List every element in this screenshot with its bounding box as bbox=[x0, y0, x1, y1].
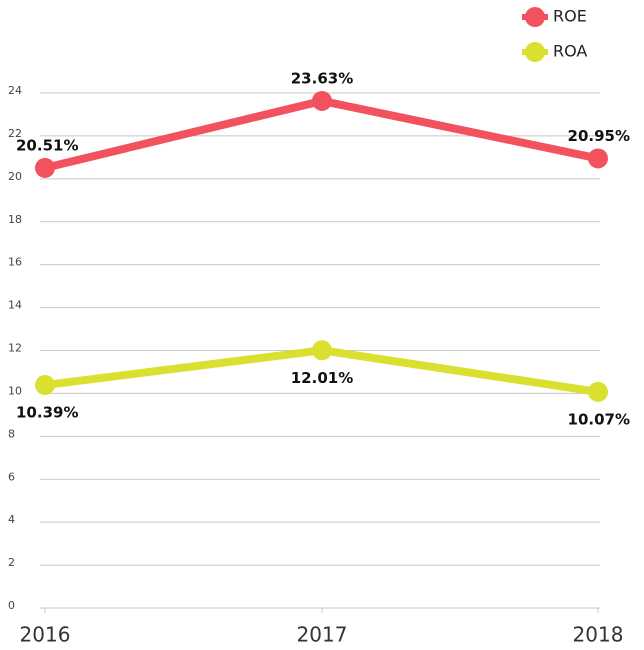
data-point bbox=[312, 340, 332, 361]
y-tick-label: 16 bbox=[8, 256, 22, 269]
y-tick-label: 0 bbox=[8, 599, 15, 612]
data-point bbox=[35, 375, 55, 396]
y-tick-label: 22 bbox=[8, 127, 22, 140]
legend-marker bbox=[525, 7, 545, 27]
series-line bbox=[44, 96, 599, 172]
data-label: 20.51% bbox=[16, 136, 78, 154]
y-tick-label: 6 bbox=[8, 470, 15, 483]
y-tick-label: 10 bbox=[8, 384, 22, 397]
data-point bbox=[588, 148, 608, 169]
y-tick-label: 18 bbox=[8, 213, 22, 226]
data-label: 20.95% bbox=[568, 127, 630, 145]
data-label: 10.39% bbox=[16, 404, 78, 422]
y-tick-label: 20 bbox=[8, 170, 22, 183]
y-tick-label: 14 bbox=[8, 299, 22, 312]
data-label: 23.63% bbox=[291, 69, 353, 87]
data-label: 12.01% bbox=[291, 369, 353, 387]
data-label: 10.07% bbox=[568, 410, 630, 428]
legend-marker bbox=[525, 42, 545, 62]
x-tick-label: 2017 bbox=[297, 623, 348, 647]
data-point bbox=[35, 157, 55, 178]
x-tick-label: 2018 bbox=[573, 623, 624, 647]
y-tick-label: 12 bbox=[8, 342, 22, 355]
y-tick-label: 4 bbox=[8, 513, 15, 526]
x-tick-label: 2016 bbox=[20, 623, 71, 647]
y-tick-label: 24 bbox=[8, 84, 22, 97]
y-tick-label: 8 bbox=[8, 427, 15, 440]
data-point bbox=[312, 90, 332, 111]
data-point bbox=[588, 381, 608, 402]
legend-label: ROA bbox=[553, 42, 587, 61]
legend-label: ROE bbox=[553, 7, 587, 26]
y-tick-label: 2 bbox=[8, 556, 15, 569]
